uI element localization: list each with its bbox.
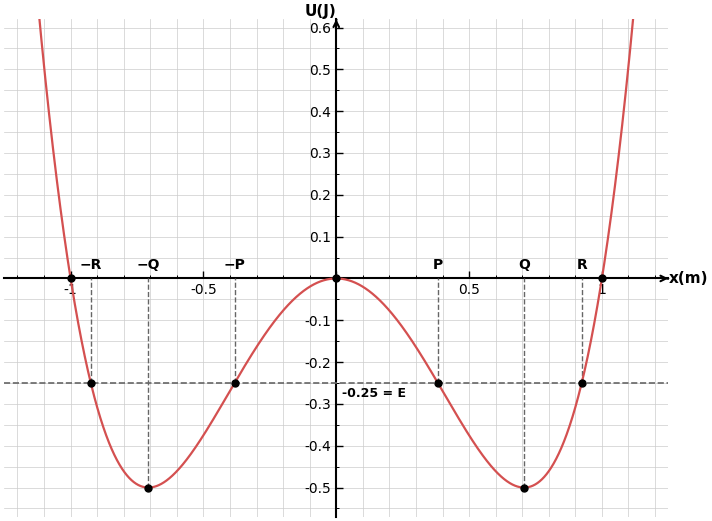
Text: P: P: [433, 258, 443, 272]
Text: -0.25 = E: -0.25 = E: [342, 387, 406, 400]
Text: −P: −P: [224, 258, 246, 272]
Text: R: R: [576, 258, 587, 272]
Text: U(J): U(J): [305, 4, 336, 19]
Text: x(m): x(m): [669, 271, 708, 286]
Text: Q: Q: [518, 258, 530, 272]
Text: −R: −R: [80, 258, 102, 272]
Text: U(x) = 2(x⁴ − x²): U(x) = 2(x⁴ − x²): [0, 520, 1, 521]
Text: −Q: −Q: [137, 258, 160, 272]
